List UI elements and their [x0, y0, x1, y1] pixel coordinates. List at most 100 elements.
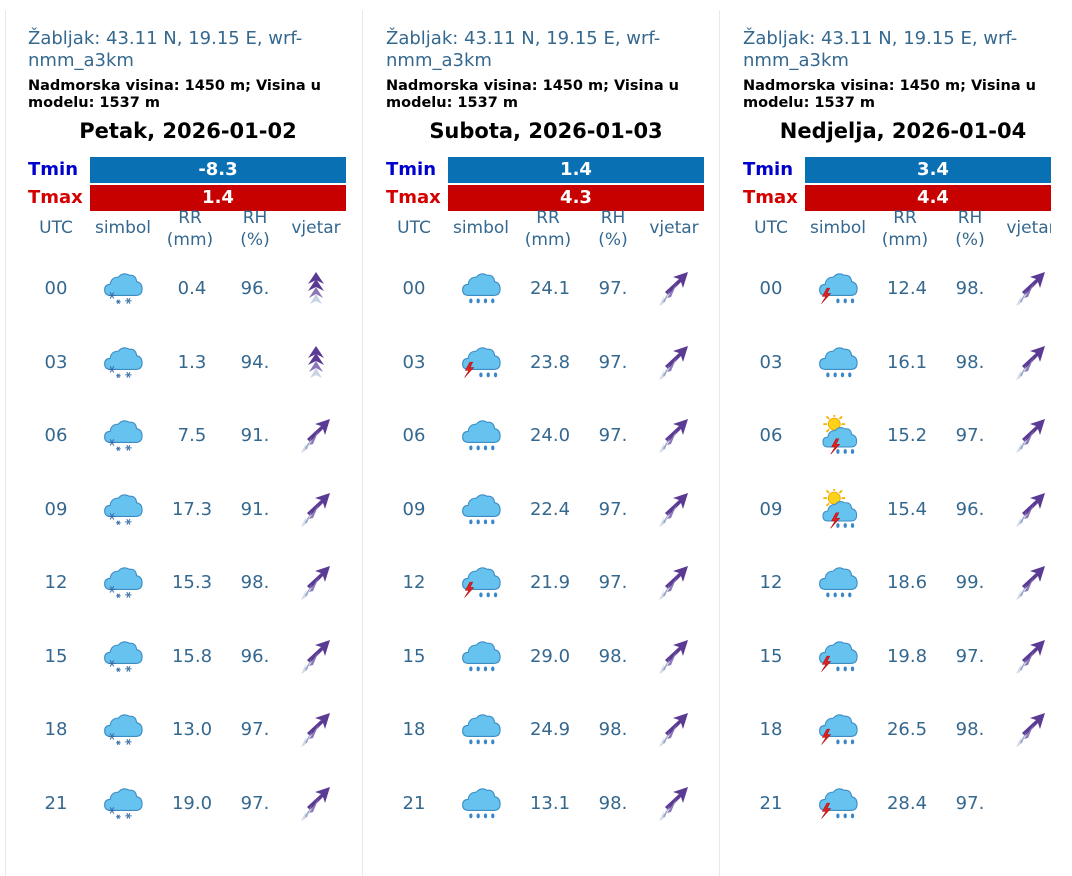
rh-cell: 97. [598, 425, 628, 446]
day-title: Petak, 2026-01-02 [79, 119, 297, 143]
tmax-label: Tmax [743, 187, 798, 208]
rh-cell: 97. [240, 793, 270, 814]
table-row: 18 24.9 98. [386, 709, 706, 753]
sun-thunderstorm-icon [814, 413, 860, 457]
header-rh-label: RH [600, 208, 626, 228]
utc-cell: 03 [759, 352, 783, 373]
rr-cell: 16.1 [886, 352, 928, 373]
utc-cell: 15 [759, 646, 783, 667]
utc-cell: 06 [44, 425, 68, 446]
rr-cell: 24.0 [529, 425, 571, 446]
rh-cell: 94. [240, 352, 270, 373]
table-row: 06 7.5 91. [28, 415, 348, 459]
header-rh: RH (%) [586, 207, 640, 251]
snow-cloud-icon [99, 783, 145, 825]
snow-cloud-icon [99, 709, 145, 751]
table-row: 12 18.6 99. [743, 562, 1051, 606]
rr-cell: 12.4 [886, 278, 928, 299]
utc-cell: 09 [44, 499, 68, 520]
rh-cell: 98. [598, 719, 628, 740]
wind-northeast-icon [657, 785, 691, 823]
thunderstorm-rain-icon [457, 562, 503, 604]
wind-northeast-icon [299, 638, 333, 676]
table-row: 21 13.1 98. [386, 783, 706, 827]
wind-northeast-icon [299, 711, 333, 749]
sun-thunderstorm-icon [814, 487, 860, 531]
utc-cell: 21 [44, 793, 68, 814]
tmax-value: 4.4 [805, 185, 1051, 211]
rh-cell: 97. [598, 278, 628, 299]
utc-cell: 21 [759, 793, 783, 814]
header-rh-label: RH [957, 208, 983, 228]
table-row: 00 0.4 96. [28, 268, 348, 312]
location-title: Žabljak: 43.11 N, 19.15 E, wrf-nmm_a3km [743, 28, 1018, 71]
header-rr: RR (mm) [163, 207, 217, 251]
header-rr-unit: (mm) [524, 230, 572, 250]
header-symbol: simbol [452, 218, 510, 238]
page-edge [5, 10, 6, 876]
wind-northeast-icon [1014, 344, 1048, 382]
rr-cell: 13.0 [171, 719, 213, 740]
wind-north-icon [299, 270, 333, 308]
rr-cell: 24.1 [529, 278, 571, 299]
header-rr-label: RR [178, 208, 202, 228]
rr-cell: 23.8 [529, 352, 571, 373]
tmin-value: -8.3 [90, 157, 346, 183]
rh-cell: 96. [955, 499, 985, 520]
column-divider [719, 10, 720, 876]
table-row: 09 22.4 97. [386, 489, 706, 533]
rh-cell: 97. [955, 425, 985, 446]
table-row: 12 15.3 98. [28, 562, 348, 606]
rh-cell: 98. [598, 646, 628, 667]
rr-cell: 17.3 [171, 499, 213, 520]
day-title: Subota, 2026-01-03 [429, 119, 663, 143]
altitude-info: Nadmorska visina: 1450 m; Visina u model… [28, 78, 321, 111]
rain-cloud-icon [457, 783, 503, 825]
rh-cell: 98. [955, 278, 985, 299]
header-utc: UTC [397, 218, 431, 238]
snow-cloud-icon [99, 636, 145, 678]
utc-cell: 12 [44, 572, 68, 593]
rh-cell: 96. [240, 278, 270, 299]
location-title: Žabljak: 43.11 N, 19.15 E, wrf-nmm_a3km [28, 28, 303, 71]
rh-cell: 98. [955, 719, 985, 740]
rr-cell: 18.6 [886, 572, 928, 593]
header-rh-unit: (%) [955, 230, 985, 250]
rr-cell: 19.8 [886, 646, 928, 667]
snow-cloud-icon [99, 268, 145, 310]
table-row: 18 13.0 97. [28, 709, 348, 753]
header-rr-label: RR [893, 208, 917, 228]
table-row: 00 24.1 97. [386, 268, 706, 312]
rh-cell: 97. [955, 646, 985, 667]
rr-cell: 15.4 [886, 499, 928, 520]
rr-cell: 0.4 [177, 278, 207, 299]
rh-cell: 91. [240, 499, 270, 520]
tmax-label: Tmax [28, 187, 83, 208]
rh-cell: 99. [955, 572, 985, 593]
rr-cell: 15.2 [886, 425, 928, 446]
day-column: Žabljak: 43.11 N, 19.15 E, wrf-nmm_a3km N… [743, 10, 1051, 876]
rr-cell: 19.0 [171, 793, 213, 814]
altitude-info: Nadmorska visina: 1450 m; Visina u model… [743, 78, 1036, 111]
header-utc: UTC [39, 218, 73, 238]
header-rh-label: RH [242, 208, 268, 228]
utc-cell: 00 [402, 278, 426, 299]
utc-cell: 03 [402, 352, 426, 373]
wind-northeast-icon [299, 564, 333, 602]
thunderstorm-rain-icon [457, 342, 503, 384]
header-rr-unit: (mm) [166, 230, 214, 250]
snow-cloud-icon [99, 342, 145, 384]
wind-northeast-icon [1014, 638, 1048, 676]
table-row: 12 21.9 97. [386, 562, 706, 606]
table-row: 03 23.8 97. [386, 342, 706, 386]
wind-northeast-icon [657, 638, 691, 676]
table-row: 09 17.3 91. [28, 489, 348, 533]
utc-cell: 15 [402, 646, 426, 667]
rh-cell: 97. [598, 572, 628, 593]
location-title: Žabljak: 43.11 N, 19.15 E, wrf-nmm_a3km [386, 28, 661, 71]
wind-northeast-icon [1014, 270, 1048, 308]
wind-northeast-icon [299, 417, 333, 455]
wind-northeast-icon [1014, 417, 1048, 455]
rh-cell: 97. [598, 352, 628, 373]
wind-northeast-icon [657, 711, 691, 749]
